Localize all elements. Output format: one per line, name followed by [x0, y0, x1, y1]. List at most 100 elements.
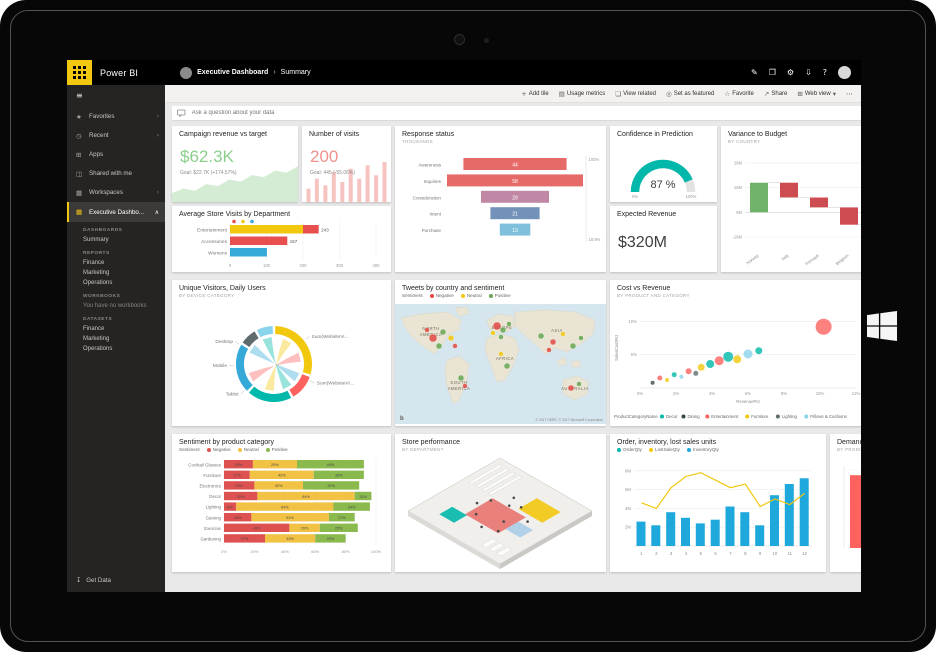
svg-text:33%: 33% — [286, 537, 294, 541]
svg-text:Exercise: Exercise — [204, 526, 221, 531]
sidebar-subitem-finance[interactable]: Finance — [83, 260, 105, 266]
get-data-button[interactable]: ↧ Get Data — [76, 577, 111, 584]
svg-text:400: 400 — [373, 263, 381, 268]
tile-sentiment-by-category[interactable]: Sentiment by product category Sentiment N… — [172, 434, 391, 572]
toolbar-item-usage-metrics[interactable]: ▤ Usage metrics — [558, 89, 606, 98]
tile-title: Expected Revenue — [617, 211, 677, 218]
svg-text:Decor: Decor — [666, 414, 678, 419]
dashboard-toolbar: + Add tile ▤ Usage metrics ❏ View related ◎ Set… — [165, 85, 861, 103]
toolbar-item-set-as-featured[interactable]: ◎ Set as featured — [666, 89, 715, 98]
sidebar-item-shared-with-me[interactable]: ◫ Shared with me — [76, 169, 132, 178]
svg-text:9: 9 — [759, 551, 762, 556]
campaign-kpi-value: $62.3K — [180, 147, 234, 166]
sidebar: ≡ ★ Favorites › ◷ Recent › ⊞ Apps ◫ Shared with m… — [67, 85, 165, 592]
tile-title: Variance to Budget — [728, 131, 788, 138]
svg-text:Intent: Intent — [430, 212, 442, 217]
visits-sparkline — [302, 158, 391, 202]
comment-icon[interactable]: ❐ — [768, 68, 776, 77]
ask-question-icon — [177, 109, 186, 117]
toolbar-item-view-related[interactable]: ❏ View related — [615, 89, 657, 98]
campaign-kpi-goal: Goal: $22.7K (+174.57%) — [180, 170, 237, 176]
sidebar-subitem-finance[interactable]: Finance — [83, 326, 105, 332]
svg-text:Inquiries: Inquiries — [424, 179, 442, 184]
tile-title: Tweets by country and sentiment — [402, 285, 505, 292]
workspace-icon: ▦ — [76, 208, 83, 216]
tile-cost-vs-revenue[interactable]: Cost vs Revenue BY PRODUCT AND CATEGORY … — [610, 280, 861, 426]
sidebar-item-executive-dashboard[interactable]: ▦ Executive Dashbo... ∧ — [67, 202, 165, 222]
svg-text:Belgium: Belgium — [835, 253, 850, 267]
sidebar-subitem-marketing[interactable]: Marketing — [83, 336, 110, 342]
sidebar-subitem-marketing[interactable]: Marketing — [83, 270, 110, 276]
svg-text:200: 200 — [300, 263, 308, 268]
tile-subtitle: BY COUNTRY — [728, 139, 761, 144]
tile-tweets-map[interactable]: Tweets by country and sentiment Sentimen… — [395, 280, 606, 426]
tile-confidence-in-prediction[interactable]: Confidence in Prediction 87 % 0% 100% — [610, 126, 717, 202]
tile-store-performance[interactable]: Store performance BY DEPARTMENT — [395, 434, 606, 572]
svg-text:Pillows & Cushions: Pillows & Cushions — [810, 414, 847, 419]
svg-text:8: 8 — [744, 551, 747, 556]
sidebar-item-favorites[interactable]: ★ Favorites › — [76, 112, 159, 121]
breadcrumb-secondary[interactable]: Summary — [280, 69, 311, 76]
svg-text:Dining: Dining — [688, 414, 701, 419]
qa-bar[interactable] — [172, 106, 861, 120]
svg-text:64%: 64% — [281, 505, 289, 509]
toolbar-item-share[interactable]: ↗ Share — [763, 89, 788, 98]
svg-text:8M: 8M — [625, 468, 631, 473]
toolbar-item-favorite[interactable]: ☆ Favorite — [724, 89, 754, 98]
tile-expected-revenue[interactable]: Expected Revenue $320M — [610, 206, 717, 272]
svg-text:ASIA: ASIA — [551, 328, 563, 333]
breadcrumb-separator-icon: › — [273, 69, 276, 76]
svg-text:0%: 0% — [632, 194, 638, 199]
svg-text:4: 4 — [685, 551, 688, 556]
sidebar-subitem-operations[interactable]: Operations — [83, 280, 113, 286]
settings-icon[interactable]: ⚙ — [786, 68, 795, 77]
svg-text:Italy: Italy — [780, 252, 790, 261]
svg-text:ProductCategoryName: ProductCategoryName — [614, 414, 658, 419]
svg-text:157: 157 — [290, 239, 298, 244]
svg-text:100%: 100% — [371, 549, 382, 554]
camera-icon — [454, 34, 465, 45]
app-launcher-icon[interactable] — [67, 60, 92, 85]
svg-text:24%: 24% — [348, 505, 356, 509]
sidebar-item-workspaces[interactable]: ▦ Workspaces › — [76, 188, 159, 197]
tile-response-status[interactable]: Response status THOUSANDS Awareness 44 Inq… — [395, 126, 606, 272]
workspace-avatar — [180, 66, 193, 79]
funnel-chart: Awareness 44 Inquiries 58 Consideration 29 Int… — [395, 150, 606, 270]
svg-text:b: b — [400, 416, 404, 422]
tile-order-inventory[interactable]: Order, inventory, lost sales units Order… — [610, 434, 826, 572]
svg-text:64%: 64% — [302, 495, 310, 499]
sidebar-item-recent[interactable]: ◷ Recent › — [76, 131, 159, 140]
sidebar-subitem-summary[interactable]: Summary — [83, 237, 109, 243]
tile-title: Response status — [402, 131, 455, 138]
expected-revenue-value: $320M — [618, 234, 667, 251]
more-options-button[interactable]: ⋯ — [846, 89, 853, 98]
tile-average-store-visits[interactable]: Average Store Visits by Department 0 100 2… — [172, 206, 391, 272]
svg-text:0: 0 — [229, 263, 232, 268]
tile-variance-to-budget[interactable]: Variance to Budget BY COUNTRY 20M 10M 0M -1… — [721, 126, 861, 272]
toolbar-item-add-tile[interactable]: + Add tile — [521, 89, 549, 98]
download-icon[interactable]: ⇩ — [805, 68, 812, 77]
tile-unique-visitors[interactable]: Unique Visitors, Daily Users BY DEVICE C… — [172, 280, 391, 426]
svg-text:42%: 42% — [278, 474, 286, 478]
svg-text:8%: 8% — [781, 391, 787, 396]
sidebar-item-apps[interactable]: ⊞ Apps — [76, 150, 104, 159]
topbar-actions: ✎ ❐ ⚙ ⇩? — [751, 66, 861, 79]
toolbar-item-web-view[interactable]: ⊞ Web view ▾ — [797, 89, 836, 98]
campaign-sparkline — [172, 160, 298, 202]
breadcrumb-primary[interactable]: Executive Dashboard — [197, 69, 269, 76]
tile-number-of-visits[interactable]: Number of visits 200 Goal: 445 (-55.06%) — [302, 126, 391, 202]
sidebar-subitem-you-have-no-workbooks: You have no workbooks — [83, 303, 147, 309]
tile-demand[interactable]: Demand BY PRODUCT — [830, 434, 861, 572]
svg-text:4%: 4% — [709, 391, 715, 396]
menu-icon[interactable]: ≡ — [76, 91, 83, 100]
svg-text:29: 29 — [512, 195, 518, 201]
qa-input[interactable] — [189, 109, 859, 117]
svg-text:43%: 43% — [253, 527, 261, 531]
tile-campaign-revenue[interactable]: Campaign revenue vs target $62.3K Goal: … — [172, 126, 298, 202]
help-icon[interactable]: ? — [822, 68, 827, 77]
svg-text:Norway: Norway — [745, 252, 760, 265]
profile-avatar[interactable] — [838, 66, 851, 79]
edit-icon[interactable]: ✎ — [751, 68, 758, 77]
sidebar-subitem-operations[interactable]: Operations — [83, 346, 113, 352]
